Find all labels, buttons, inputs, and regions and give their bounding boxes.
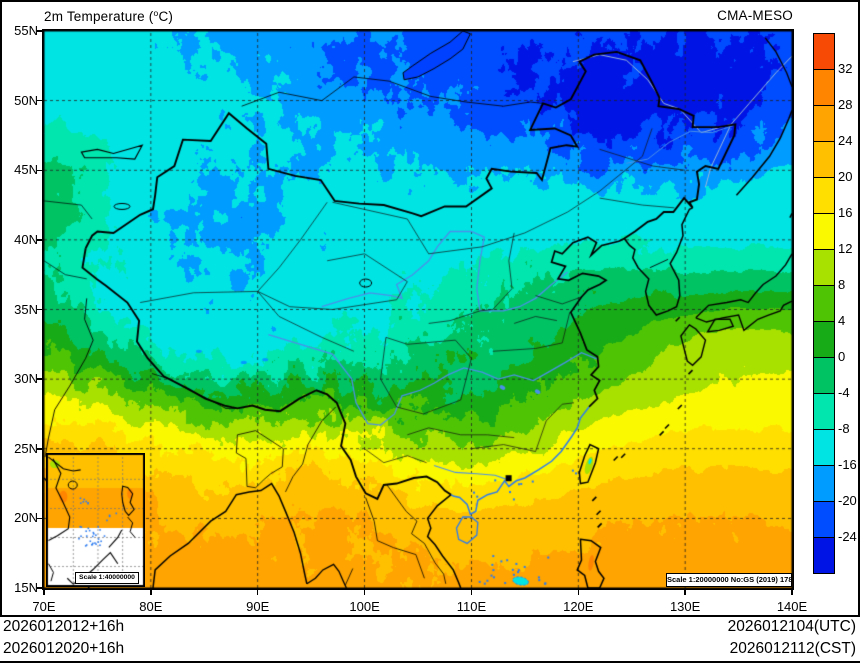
colorbar-cell	[814, 214, 834, 250]
temperature-colorbar	[813, 33, 835, 574]
title-suffix: C)	[158, 9, 174, 24]
lon-tick-label: 120E	[563, 599, 594, 614]
lon-tick-mark	[43, 590, 45, 595]
lat-tick-label: 45N	[14, 162, 38, 178]
lat-tick-label: 20N	[14, 510, 38, 526]
lat-tick-label: 25N	[14, 440, 38, 456]
colorbar-cell	[814, 394, 834, 430]
bottom-border-line	[0, 661, 860, 663]
lon-tick-label: 80E	[139, 599, 163, 614]
valid-time-utc: 2026012104(UTC)	[727, 618, 856, 635]
colorbar-tick-label: 24	[838, 133, 853, 148]
lat-tick-mark	[37, 378, 42, 380]
lat-tick-mark	[37, 169, 42, 171]
colorbar-cell	[814, 142, 834, 178]
colorbar-tick-label: 28	[838, 97, 853, 112]
valid-time-cst: 2026012112(CST)	[729, 640, 856, 657]
lon-tick-mark	[577, 590, 580, 595]
lon-tick-label: 70E	[32, 599, 56, 614]
lon-tick-label: 130E	[669, 599, 701, 614]
colorbar-tick-label: 32	[838, 61, 853, 76]
lon-tick-label: 100E	[349, 599, 380, 614]
init-time-cst: 2026012020+16h	[3, 640, 125, 657]
south-china-sea-inset-map	[46, 453, 145, 587]
lat-tick-mark	[37, 587, 42, 589]
colorbar-tick-label: -20	[838, 493, 857, 508]
lat-tick-mark	[37, 308, 42, 311]
colorbar-cell	[814, 538, 834, 573]
colorbar-cell	[814, 70, 834, 106]
colorbar-tick-label: -4	[838, 385, 850, 400]
lon-tick-label: 140E	[776, 599, 808, 614]
colorbar-cell	[814, 286, 834, 322]
colorbar-tick-label: 8	[838, 277, 846, 292]
lon-tick-mark	[470, 590, 473, 595]
lon-tick-label: 90E	[246, 599, 270, 614]
temperature-map-canvas	[42, 29, 794, 590]
colorbar-cell	[814, 466, 834, 502]
colorbar-tick-label: 20	[838, 169, 853, 184]
lat-tick-mark	[37, 239, 42, 241]
lat-tick-label: 15N	[14, 580, 38, 595]
lat-tick-label: 55N	[14, 23, 38, 38]
lat-tick-mark	[37, 448, 42, 450]
colorbar-cell	[814, 34, 834, 70]
lat-tick-label: 50N	[14, 92, 38, 108]
lon-tick-mark	[150, 590, 152, 595]
lat-tick-mark	[37, 517, 42, 520]
colorbar-tick-label: -16	[838, 457, 857, 472]
colorbar-cell	[814, 250, 834, 286]
lat-tick-mark	[37, 30, 42, 32]
colorbar-tick-label: -24	[838, 529, 857, 544]
colorbar-tick-label: -8	[838, 421, 850, 436]
colorbar-cell	[814, 502, 834, 538]
colorbar-tick-label: 4	[838, 313, 846, 328]
lat-tick-label: 30N	[14, 371, 38, 387]
colorbar-tick-label: 12	[838, 241, 853, 256]
title-degree-sup: o	[153, 8, 159, 18]
colorbar-tick-label: 16	[838, 205, 853, 220]
map-scale-label: Scale 1:20000000 No:GS (2019) 1786	[666, 573, 792, 587]
colorbar-cell	[814, 430, 834, 466]
model-name-label: CMA-MESO	[717, 8, 793, 23]
lon-tick-mark	[363, 590, 366, 595]
colorbar-tick-label: 0	[838, 349, 846, 364]
lon-tick-mark	[256, 590, 259, 595]
page-title: 2m Temperature (oC)	[44, 8, 173, 24]
lat-tick-mark	[37, 99, 42, 102]
title-prefix: 2m Temperature (	[44, 9, 154, 24]
plot-outer-frame	[0, 0, 860, 617]
init-time-utc: 2026012012+16h	[3, 618, 125, 635]
lat-tick-label: 35N	[14, 301, 38, 317]
colorbar-cell	[814, 322, 834, 358]
lon-tick-mark	[684, 590, 686, 595]
inset-scale-label: Scale 1:40000000	[75, 572, 139, 584]
lat-tick-label: 40N	[14, 231, 38, 247]
lon-tick-mark	[791, 590, 793, 595]
colorbar-cell	[814, 106, 834, 142]
colorbar-cell	[814, 178, 834, 214]
lon-tick-label: 110E	[456, 599, 487, 614]
colorbar-cell	[814, 358, 834, 394]
